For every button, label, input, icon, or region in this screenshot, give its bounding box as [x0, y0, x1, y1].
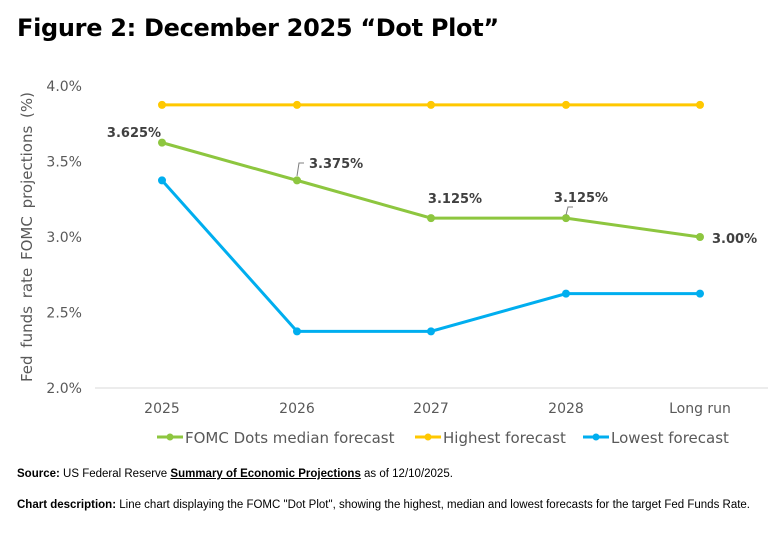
- source-text: US Federal Reserve: [59, 468, 171, 480]
- chart-description: Chart description: Line chart displaying…: [17, 496, 767, 515]
- x-tick-label: 2026: [279, 401, 315, 417]
- x-tick-label: 2028: [548, 401, 584, 417]
- data-label: 3.00%: [712, 232, 757, 247]
- y-tick-label: 3.5%: [46, 155, 82, 171]
- leader-line: [296, 162, 304, 177]
- data-point: [696, 233, 704, 241]
- legend-marker: [592, 433, 600, 441]
- x-tick-label: Long run: [669, 401, 731, 417]
- y-axis-title: Fed funds rate FOMC projections (%): [18, 92, 36, 382]
- legend-marker: [166, 433, 174, 441]
- data-point: [427, 327, 435, 336]
- data-point: [696, 100, 704, 109]
- source-link[interactable]: Summary of Economic Projections: [170, 468, 361, 480]
- line-chart: 2.0% 2.5% 3.0% 3.5% 4.0% 2025 2026 2027 2028 Long…: [18, 79, 768, 447]
- figure-title: Figure 2: December 2025 “Dot Plot”: [17, 14, 499, 42]
- data-point: [427, 214, 435, 223]
- data-label: 3.125%: [428, 192, 482, 207]
- data-point: [427, 100, 435, 109]
- data-point: [158, 100, 166, 109]
- data-label: 3.125%: [554, 191, 608, 206]
- legend-label: FOMC Dots median forecast: [185, 429, 395, 447]
- data-point: [293, 100, 301, 109]
- source-label: Source:: [17, 468, 60, 480]
- data-point: [158, 138, 166, 147]
- y-tick-label: 2.0%: [46, 381, 82, 397]
- x-tick-label: 2025: [144, 401, 180, 417]
- description-label: Chart description:: [17, 499, 117, 511]
- data-point: [562, 214, 570, 223]
- legend-marker: [424, 433, 432, 441]
- data-point: [158, 176, 166, 185]
- data-label: 3.375%: [309, 157, 363, 172]
- source-note: Source: US Federal Reserve Summary of Ec…: [17, 465, 767, 484]
- series-line-0: [161, 141, 701, 239]
- description-text: Line chart displaying the FOMC "Dot Plot…: [116, 499, 751, 511]
- data-point: [293, 176, 301, 185]
- source-date: as of 12/10/2025.: [360, 468, 453, 480]
- legend-label: Lowest forecast: [611, 429, 729, 447]
- data-point: [293, 327, 301, 336]
- data-point: [562, 289, 570, 298]
- y-tick-label: 2.5%: [46, 306, 82, 322]
- y-tick-label: 3.0%: [46, 230, 82, 246]
- data-label: 3.625%: [107, 126, 161, 141]
- x-tick-label: 2027: [413, 401, 449, 417]
- data-point: [562, 100, 570, 109]
- data-point: [696, 289, 704, 298]
- y-tick-label: 4.0%: [46, 79, 82, 95]
- legend-label: Highest forecast: [443, 429, 566, 447]
- leader-line: [565, 206, 573, 216]
